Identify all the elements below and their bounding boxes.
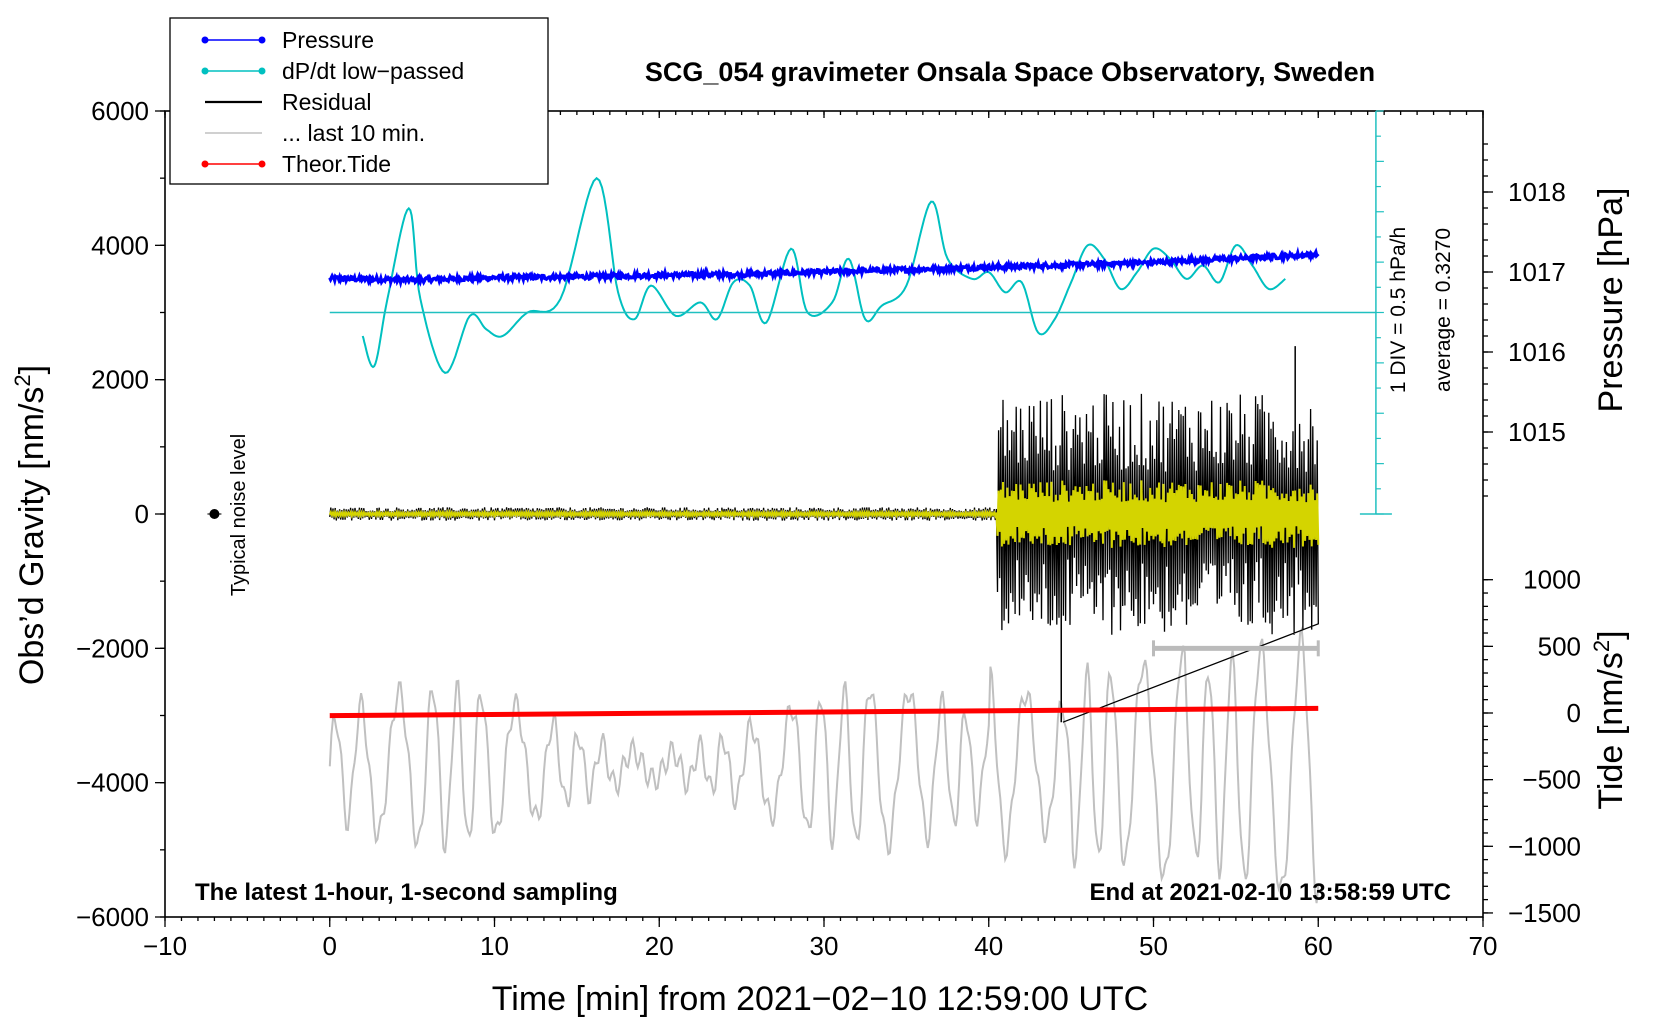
- residual-smoothed-line: [328, 480, 1320, 548]
- theoretical-tide-line: [329, 705, 1319, 719]
- x-axis-label: Time [min] from 2021−02−10 12:59:00 UTC: [492, 980, 1148, 1018]
- last-10-min-line: [328, 625, 1320, 904]
- dpdt-line: [361, 176, 1286, 374]
- y-tick-label: 0: [135, 499, 149, 529]
- y-axis-left-label-text: Obs’d Gravity [nm/s: [13, 387, 51, 686]
- pressure-series: [328, 246, 1320, 289]
- dpdt-series: [361, 176, 1286, 374]
- x-tick-label: 10: [480, 931, 509, 961]
- y-tick-label: −2000: [76, 633, 149, 663]
- y-tick-label: 6000: [91, 96, 149, 126]
- y-tick-label: 4000: [91, 230, 149, 260]
- legend-marker: [258, 160, 266, 168]
- legend-label: ... last 10 min.: [282, 120, 425, 146]
- x-tick-label: 20: [645, 931, 674, 961]
- noise-level-label: Typical noise level: [228, 434, 250, 596]
- x-tick-label: 40: [974, 931, 1003, 961]
- legend: Pressure dP/dt low−passed Residual ... last…: [169, 17, 549, 185]
- tide-axis-label-close: ]: [1592, 630, 1630, 639]
- x-tick-label: 30: [810, 931, 839, 961]
- x-tick-label: 50: [1139, 931, 1168, 961]
- tide-tick-label: 500: [1538, 631, 1581, 661]
- x-tick-label: 70: [1469, 931, 1498, 961]
- pressure-tick-label: 1016: [1508, 337, 1566, 367]
- tide-tick-label: 1000: [1523, 565, 1581, 595]
- legend-label: Residual: [282, 89, 372, 115]
- dpdt-scale-label: 1 DIV = 0.5 hPa/h: [1387, 227, 1410, 393]
- x-tick-label: 0: [323, 931, 337, 961]
- legend-label: Theor.Tide: [282, 151, 391, 177]
- legend-marker: [201, 160, 209, 168]
- pressure-tick-label: 1018: [1508, 177, 1566, 207]
- tide-tick-label: −500: [1522, 765, 1581, 795]
- last-10-min-series: [328, 625, 1320, 904]
- noise-level-dot: [209, 509, 220, 519]
- dpdt-average-label: average = 0.3270: [1432, 228, 1455, 392]
- chart-title: SCG_054 gravimeter Onsala Space Observat…: [645, 57, 1375, 87]
- subtitle-sampling: The latest 1-hour, 1-second sampling: [195, 879, 618, 906]
- axes-layer: −10 0 10 20 30 40 50 60 70 −6000 −4000 −2000 0 2000 40…: [76, 96, 1581, 961]
- subtitle-end-time: End at 2021-02-10 13:58:59 UTC: [1090, 879, 1452, 906]
- tide-axis-label-sup: 2: [1589, 640, 1614, 652]
- tide-axis-label-text: Tide [nm/s: [1592, 652, 1630, 809]
- tide-tick-label: −1500: [1508, 898, 1581, 928]
- annotations-layer: [207, 110, 1392, 657]
- y-axis-left-label: Obs’d Gravity [nm/s2]: [10, 365, 51, 685]
- legend-marker: [201, 36, 209, 44]
- legend-marker: [258, 67, 266, 75]
- pressure-line: [328, 246, 1320, 289]
- pressure-axis-label: Pressure [hPa]: [1592, 188, 1630, 413]
- legend-label: dP/dt low−passed: [282, 58, 464, 84]
- y-tick-label: 2000: [91, 365, 149, 395]
- residual-series: [328, 346, 1320, 723]
- legend-label: Pressure: [282, 27, 374, 53]
- y-tick-label: −4000: [76, 768, 149, 798]
- y-tick-label: −6000: [76, 902, 149, 932]
- x-tick-label: 60: [1304, 931, 1333, 961]
- theoretical-tide-series: [329, 705, 1319, 719]
- legend-marker: [201, 67, 209, 75]
- pressure-tick-label: 1017: [1508, 257, 1566, 287]
- tide-tick-label: 0: [1567, 698, 1581, 728]
- y-axis-left-label-close: ]: [13, 365, 51, 374]
- legend-marker: [258, 36, 266, 44]
- y-axis-left-label-sup: 2: [10, 374, 35, 386]
- x-tick-label: −10: [143, 931, 187, 961]
- tide-tick-label: −1000: [1508, 831, 1581, 861]
- pressure-tick-label: 1015: [1508, 417, 1566, 447]
- tide-axis-label: Tide [nm/s2]: [1589, 630, 1630, 809]
